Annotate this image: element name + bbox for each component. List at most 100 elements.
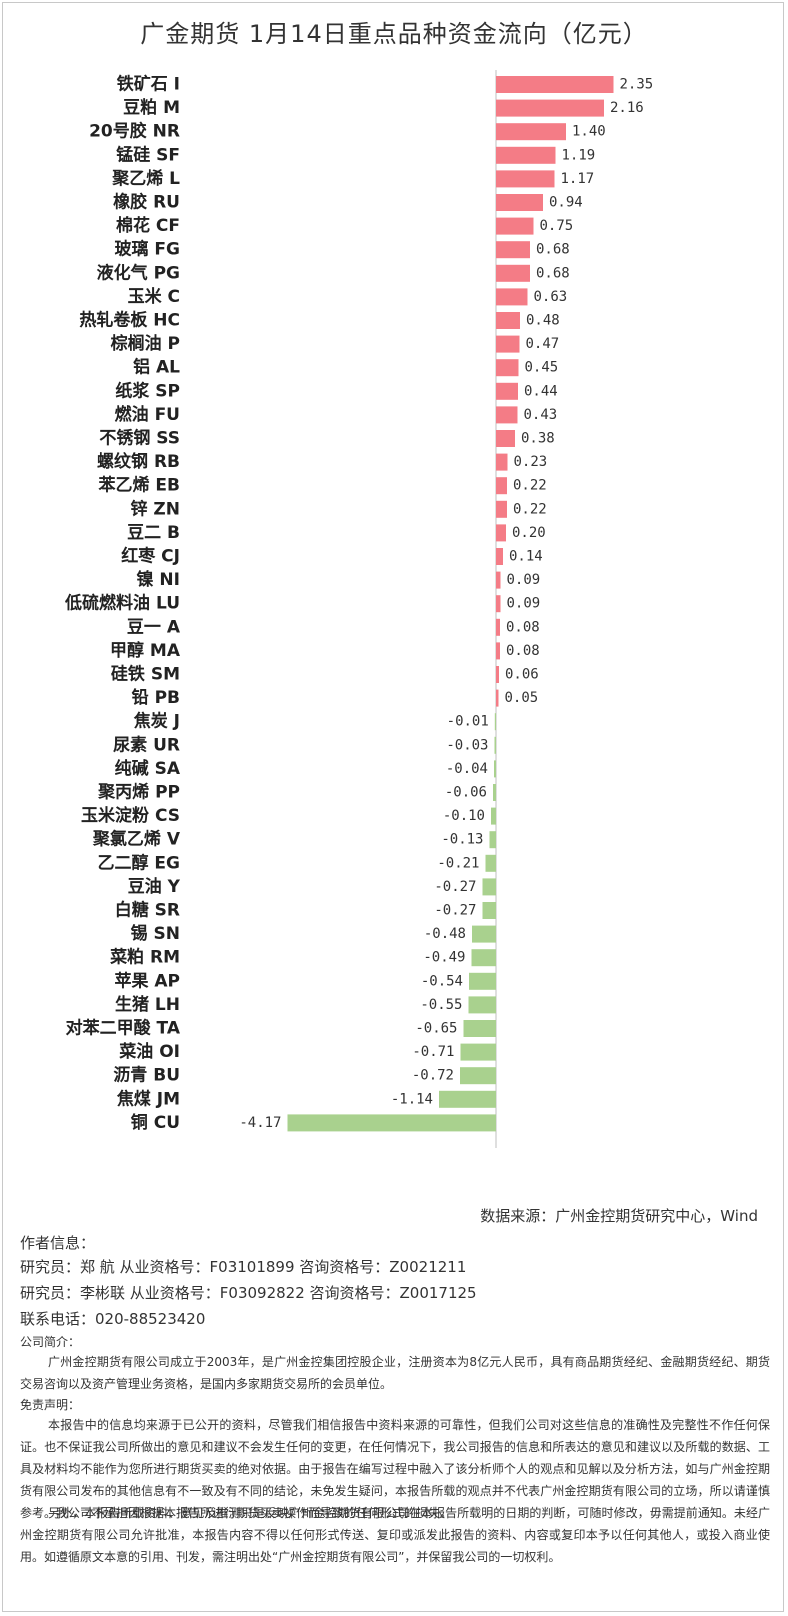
bar-2 (496, 123, 566, 141)
data-label: -0.27 (434, 903, 476, 919)
category-label: 锡 SN (131, 923, 180, 944)
data-label: 0.68 (536, 265, 570, 281)
data-label: 0.09 (507, 596, 541, 612)
category-label: 玻璃 FG (115, 239, 181, 260)
data-label: -0.65 (415, 1021, 457, 1037)
bar-41 (460, 1043, 496, 1061)
data-label: -0.04 (446, 761, 488, 777)
category-label: 沥青 BU (113, 1065, 180, 1086)
bar-4 (496, 170, 555, 188)
bar-39 (468, 996, 496, 1014)
data-label: -0.03 (446, 737, 488, 753)
category-label: 铁矿石 I (117, 74, 180, 95)
bar-42 (460, 1067, 496, 1085)
category-label: 硅铁 SM (111, 664, 180, 685)
category-label: 玉米 C (128, 286, 180, 307)
category-label: 白糖 SR (115, 900, 180, 921)
category-label: 对苯二甲酸 TA (66, 1018, 181, 1039)
category-label: 聚氯乙烯 V (92, 829, 181, 850)
data-label: 1.19 (562, 147, 596, 163)
bar-20 (496, 548, 503, 565)
category-label: 锌 ZN (131, 498, 180, 519)
bar-36 (472, 925, 496, 943)
data-label: 0.48 (526, 313, 560, 329)
data-label: -0.48 (424, 926, 466, 942)
category-label: 燃油 FU (115, 404, 180, 425)
category-label: 液化气 PG (97, 262, 180, 283)
data-label: 1.17 (561, 171, 595, 187)
data-label: -0.01 (447, 714, 489, 730)
category-label: 不锈钢 SS (99, 428, 180, 449)
bar-21 (496, 571, 501, 589)
bar-32 (489, 831, 496, 849)
bar-37 (471, 949, 496, 967)
data-label: 2.35 (620, 77, 654, 93)
data-label: 0.47 (526, 336, 560, 352)
researcher-2: 研究员：李彬联 从业资格号：F03092822 咨询资格号：Z0017125 (20, 1284, 477, 1302)
data-label: -0.72 (412, 1068, 454, 1084)
bar-13 (496, 382, 518, 400)
category-label: 低硫燃料油 LU (64, 593, 180, 614)
disclaimer-text-2: 另外，本报告所载资料、意见及推测只是反映广州金控期货有限公司在本报告所载明的日期… (20, 1506, 770, 1564)
category-label: 热轧卷板 HC (79, 310, 180, 331)
data-label: 0.20 (512, 525, 546, 541)
bar-6 (496, 217, 534, 235)
category-label: 焦煤 JM (116, 1088, 180, 1109)
bar-28 (494, 736, 496, 754)
bar-24 (496, 642, 500, 660)
chart-title: 广金期货 1月14日重点品种资金流向（亿元） (140, 20, 648, 48)
data-label: -4.17 (239, 1115, 281, 1131)
author-heading: 作者信息： (20, 1234, 96, 1252)
company-heading: 公司简介： (20, 1335, 81, 1349)
bar-15 (496, 430, 515, 447)
category-label: 螺纹钢 RB (97, 451, 180, 472)
data-label: 0.45 (525, 360, 559, 376)
category-label: 豆二 B (127, 523, 180, 543)
data-label: 0.06 (505, 667, 539, 683)
data-label: 0.23 (514, 454, 548, 470)
data-label: -0.13 (441, 832, 483, 848)
category-label: 乙二醇 EG (98, 852, 181, 873)
bar-14 (496, 406, 518, 424)
data-label: 2.16 (610, 100, 644, 116)
bar-11 (496, 335, 520, 353)
category-label: 纸浆 SP (115, 380, 180, 401)
bar-9 (496, 288, 528, 306)
bar-3 (496, 146, 556, 164)
category-label: 豆粕 M (123, 97, 180, 118)
category-label: 菜油 OI (118, 1041, 180, 1062)
data-label: 0.22 (513, 478, 547, 494)
data-label: -0.71 (412, 1044, 454, 1060)
category-label: 焦炭 J (133, 711, 180, 732)
bar-30 (493, 784, 496, 801)
data-label: 0.08 (506, 643, 540, 659)
data-label: 0.09 (507, 572, 541, 588)
category-label: 苹果 AP (114, 970, 180, 991)
bar-35 (482, 902, 496, 919)
category-label: 纯碱 SA (115, 758, 181, 779)
category-label: 铜 CU (131, 1112, 180, 1133)
data-label: -0.06 (445, 785, 487, 801)
bar-17 (496, 477, 507, 495)
company-text: 广州金控期货有限公司成立于2003年，是广州金控集团控股企业，注册资本为8亿元人… (20, 1355, 770, 1391)
category-label: 聚丙烯 PP (97, 782, 180, 803)
bar-22 (496, 595, 501, 613)
bar-18 (496, 500, 507, 518)
data-source: 数据来源：广州金控期货研究中心，Wind (480, 1207, 758, 1225)
category-label: 20号胶 NR (89, 121, 180, 142)
bar-19 (496, 524, 506, 542)
data-label: -0.27 (434, 879, 476, 895)
category-label: 铅 PB (132, 687, 180, 708)
data-label: -0.49 (423, 950, 465, 966)
bar-23 (496, 618, 500, 636)
data-label: -0.55 (420, 997, 462, 1013)
bar-10 (496, 312, 520, 329)
bar-7 (496, 241, 530, 259)
category-label: 聚乙烯 L (111, 168, 180, 189)
data-label: 0.14 (509, 549, 543, 565)
category-label: 苯乙烯 EB (98, 475, 181, 496)
bar-40 (463, 1020, 496, 1037)
category-label: 豆一 A (127, 617, 181, 637)
data-label: 0.68 (536, 242, 570, 258)
